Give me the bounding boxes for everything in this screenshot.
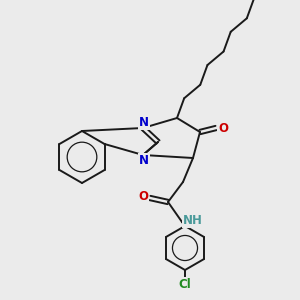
Text: Cl: Cl xyxy=(178,278,191,292)
Text: N: N xyxy=(139,154,149,167)
Text: N: N xyxy=(139,116,149,128)
Text: O: O xyxy=(218,122,228,134)
Text: O: O xyxy=(138,190,148,202)
Text: NH: NH xyxy=(183,214,203,226)
